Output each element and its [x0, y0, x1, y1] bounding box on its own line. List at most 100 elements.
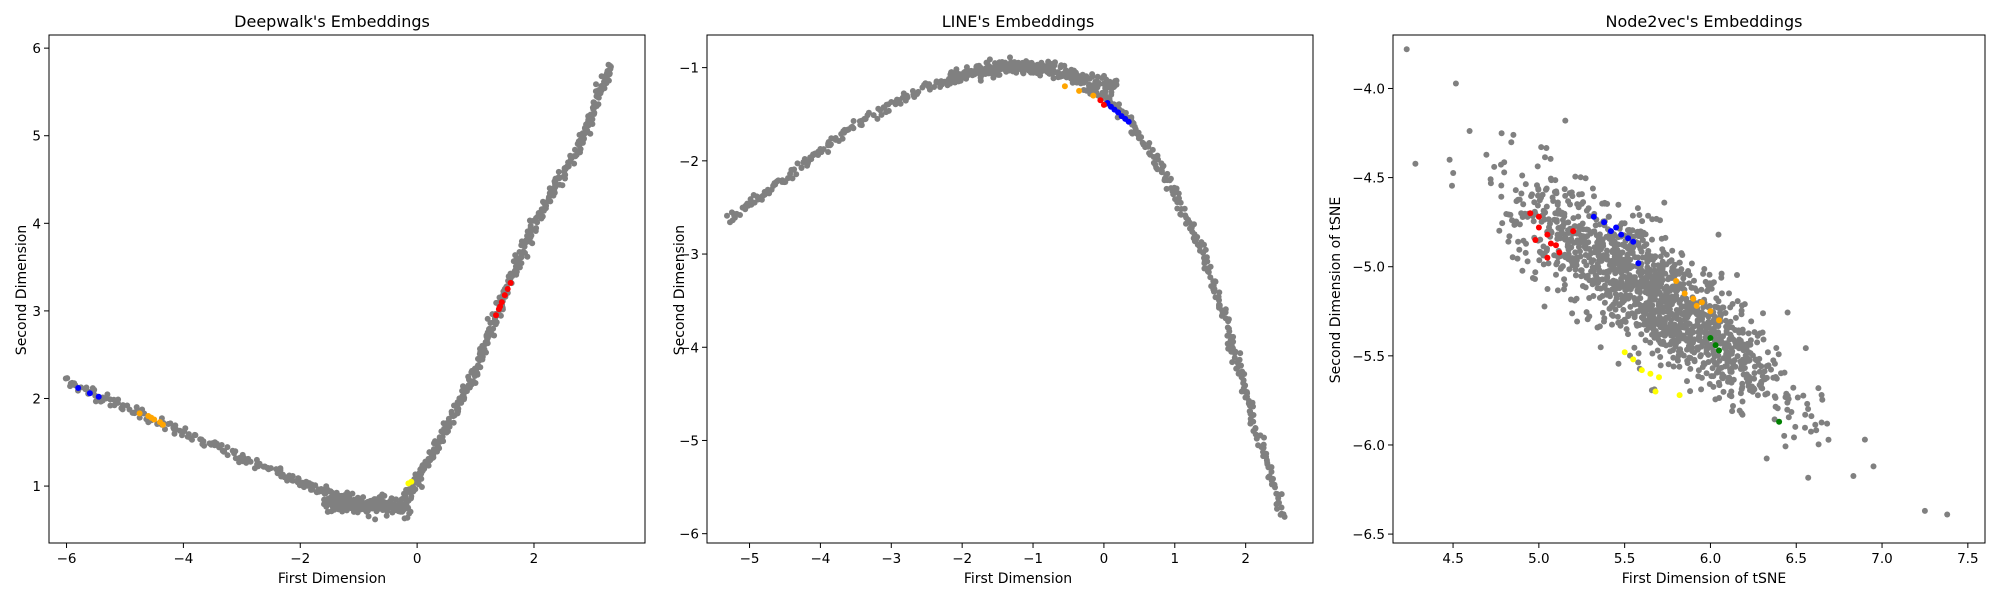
line-point-gray: [1229, 359, 1236, 366]
line-point-gray: [1032, 65, 1039, 72]
node2vec-point-gray: [1666, 258, 1673, 265]
deepwalk-point-gray: [104, 391, 111, 398]
line-point-orange: [1076, 87, 1083, 94]
line-point-gray: [1216, 297, 1222, 304]
node2vec-point-gray: [1572, 173, 1579, 180]
node2vec-point-gray: [1686, 342, 1693, 349]
node2vec-y-tick-label: −5.0: [1352, 260, 1385, 276]
node2vec-point-blue: [1601, 219, 1608, 226]
line-point-gray: [947, 80, 954, 87]
node2vec-point-gray: [1694, 344, 1701, 351]
node2vec-point-gray: [1732, 314, 1739, 321]
node2vec-point-gray: [1613, 285, 1619, 292]
node2vec-point-gray: [1760, 310, 1766, 317]
line-point-gray: [789, 166, 796, 173]
node2vec-point-gray: [1635, 308, 1642, 315]
deepwalk-point-gray: [477, 348, 484, 355]
node2vec-point-gray: [1536, 197, 1543, 204]
node2vec-point-gray: [1738, 386, 1745, 393]
deepwalk-point-gray: [474, 370, 481, 377]
node2vec-point-gray: [1669, 311, 1676, 318]
line-point-gray: [1205, 269, 1212, 276]
node2vec-point-gray: [1698, 386, 1705, 393]
deepwalk-point-gray: [167, 420, 174, 427]
line-point-gray: [724, 212, 730, 219]
deepwalk-point-gray: [321, 490, 328, 497]
line-point-gray: [1062, 67, 1069, 74]
node2vec-point-gray: [1555, 210, 1561, 217]
node2vec-point-gray: [1612, 298, 1619, 305]
node2vec-x-tick-label: 5.5: [1614, 551, 1635, 567]
node2vec-point-gray: [1583, 309, 1590, 316]
node2vec-point-gray: [1627, 303, 1634, 310]
node2vec-point-blue: [1618, 231, 1625, 238]
node2vec-point-gray: [1654, 288, 1661, 294]
node2vec-point-gray: [1524, 258, 1531, 265]
deepwalk-point-gray: [232, 455, 239, 462]
deepwalk-point-gray: [321, 496, 328, 503]
node2vec-point-gray: [1739, 380, 1746, 387]
line-point-gray: [850, 118, 857, 124]
line-point-gray: [1246, 408, 1253, 415]
node2vec-ylabel: Second Dimension of tSNE: [1328, 197, 1344, 383]
node2vec-point-gray: [1583, 245, 1589, 252]
deepwalk-point-gray: [406, 510, 413, 517]
node2vec-point-gray: [1701, 361, 1708, 367]
node2vec-point-gray: [1593, 232, 1600, 239]
deepwalk-point-gray: [245, 455, 252, 462]
node2vec-point-gray: [1538, 144, 1545, 151]
deepwalk-y-tick-label: 4: [32, 216, 41, 232]
deepwalk-point-gray: [446, 423, 453, 430]
line-point-gray: [1265, 464, 1272, 471]
deepwalk-point-gray: [606, 62, 613, 69]
line-point-gray: [977, 64, 984, 71]
node2vec-point-gray: [1722, 317, 1729, 324]
node2vec-point-gray: [1658, 235, 1665, 242]
deepwalk-point-gray: [133, 404, 140, 411]
deepwalk-point-gray: [493, 299, 500, 306]
deepwalk-point-gray: [484, 315, 491, 322]
node2vec-point-gray: [1642, 289, 1649, 296]
node2vec-point-gray: [1718, 334, 1725, 341]
node2vec-point-gray: [1551, 252, 1558, 259]
node2vec-point-gray: [1623, 326, 1630, 333]
line-point-red: [1100, 101, 1107, 108]
node2vec-point-gray: [1691, 356, 1698, 363]
node2vec-point-gray: [1619, 281, 1626, 288]
line-point-gray: [747, 200, 753, 207]
line-point-gray: [1051, 62, 1058, 69]
node2vec-point-gray: [1756, 368, 1763, 375]
node2vec-point-gray: [1649, 350, 1656, 357]
node2vec-xlabel: First Dimension of tSNE: [1622, 571, 1786, 587]
line-point-gray: [1160, 162, 1167, 169]
node2vec-point-gray: [1706, 324, 1713, 331]
node2vec-point-gray: [1703, 349, 1710, 356]
line-point-gray: [750, 192, 757, 198]
deepwalk-point-gray: [119, 405, 125, 412]
deepwalk-point-gray: [492, 321, 499, 328]
node2vec-point-gray: [1647, 253, 1654, 260]
node2vec-point-gray: [1753, 357, 1760, 364]
node2vec-point-gray: [1825, 436, 1832, 443]
node2vec-point-gray: [1567, 256, 1574, 263]
node2vec-point-gray: [1568, 189, 1575, 196]
node2vec-point-gray: [1627, 286, 1634, 293]
node2vec-point-gray: [1483, 151, 1490, 158]
line-x-tick-label: 0: [1100, 551, 1109, 567]
line-point-gray: [1178, 206, 1185, 212]
node2vec-x-tick-label: 7.5: [1957, 551, 1978, 567]
node2vec-point-gray: [1742, 352, 1749, 359]
node2vec-point-gray: [1610, 238, 1617, 245]
node2vec-point-gray: [1625, 251, 1632, 258]
node2vec-point-green: [1776, 418, 1783, 425]
line-x-tick-label: 1: [1170, 551, 1179, 567]
node2vec-point-gray: [1680, 281, 1687, 287]
node2vec-point-gray: [1573, 262, 1580, 269]
node2vec-point-gray: [1713, 304, 1720, 310]
node2vec-point-gray: [1606, 262, 1613, 268]
node2vec-point-gray: [1805, 406, 1812, 412]
node2vec-point-gray: [1575, 213, 1582, 220]
node2vec-point-gray: [1759, 329, 1766, 336]
node2vec-point-red: [1553, 242, 1559, 249]
line-x-tick-label: −5: [740, 551, 760, 567]
